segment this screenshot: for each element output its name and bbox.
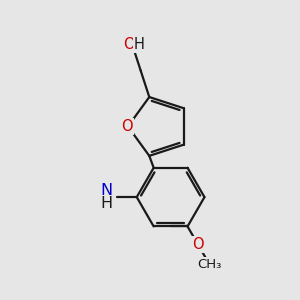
Text: N: N <box>100 183 112 198</box>
Text: H: H <box>100 196 112 211</box>
Text: H: H <box>134 37 145 52</box>
Text: O: O <box>124 37 135 52</box>
Text: O: O <box>122 119 133 134</box>
Text: O: O <box>192 237 204 252</box>
Text: CH₃: CH₃ <box>197 258 222 271</box>
